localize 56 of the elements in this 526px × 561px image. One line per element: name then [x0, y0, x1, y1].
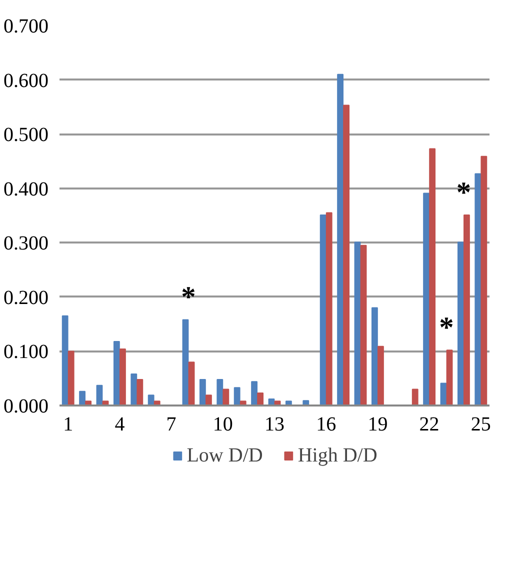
x-tick-label: 10: [212, 414, 233, 436]
bar: [360, 244, 367, 406]
bar: [234, 387, 240, 406]
bar: [440, 382, 447, 406]
x-tick-label: 1: [63, 414, 74, 436]
bar: [222, 388, 230, 406]
legend-label: Low D/D: [186, 444, 263, 467]
x-tick-label: 22: [419, 414, 440, 436]
y-tick-label: 0.100: [4, 341, 48, 364]
bar: [257, 392, 264, 406]
bar: [68, 350, 74, 406]
y-tick-label: 0.400: [4, 178, 48, 200]
x-tick-label: 7: [166, 414, 176, 436]
bar: [480, 156, 488, 406]
bar: [446, 350, 453, 406]
annotation: *: [439, 312, 454, 344]
x-tick-label: 16: [316, 414, 336, 436]
bar: [136, 378, 144, 406]
bar: [337, 74, 344, 406]
annotation: *: [181, 282, 196, 314]
bar: [62, 315, 68, 406]
bar: [320, 214, 326, 406]
bar: [423, 192, 430, 406]
bar: [354, 242, 361, 406]
y-tick-label: 0.600: [4, 70, 48, 92]
bar: [343, 104, 350, 406]
x-tick-label: 13: [264, 414, 284, 436]
bar: [326, 212, 332, 406]
bar: [251, 381, 258, 406]
bar: [429, 148, 436, 406]
bar: [216, 378, 224, 406]
y-tick-label: 0.200: [4, 286, 48, 309]
bar: [378, 346, 384, 406]
bar: [412, 388, 418, 406]
x-tick-label: 19: [368, 414, 388, 436]
bar: [206, 394, 212, 406]
bar: [457, 242, 464, 406]
legend-label: High D/D: [298, 444, 378, 467]
bar: [120, 348, 126, 406]
y-tick-label: 0.700: [4, 16, 48, 38]
bar: [199, 378, 206, 406]
y-tick-label: 0.500: [4, 124, 48, 146]
x-tick-label: 4: [114, 414, 125, 436]
y-tick-label: 0.300: [4, 232, 48, 255]
bar: [113, 340, 120, 406]
bar: [371, 307, 378, 406]
annotation: *: [456, 176, 472, 209]
bar: [188, 362, 195, 406]
bar: [130, 374, 138, 406]
y-tick-label: 0.000: [4, 396, 48, 418]
bar: [148, 394, 154, 406]
x-tick-label: 25: [470, 414, 491, 436]
bar: [182, 319, 189, 406]
bar: [79, 390, 86, 406]
bar: [474, 173, 482, 406]
bar: [464, 214, 470, 406]
